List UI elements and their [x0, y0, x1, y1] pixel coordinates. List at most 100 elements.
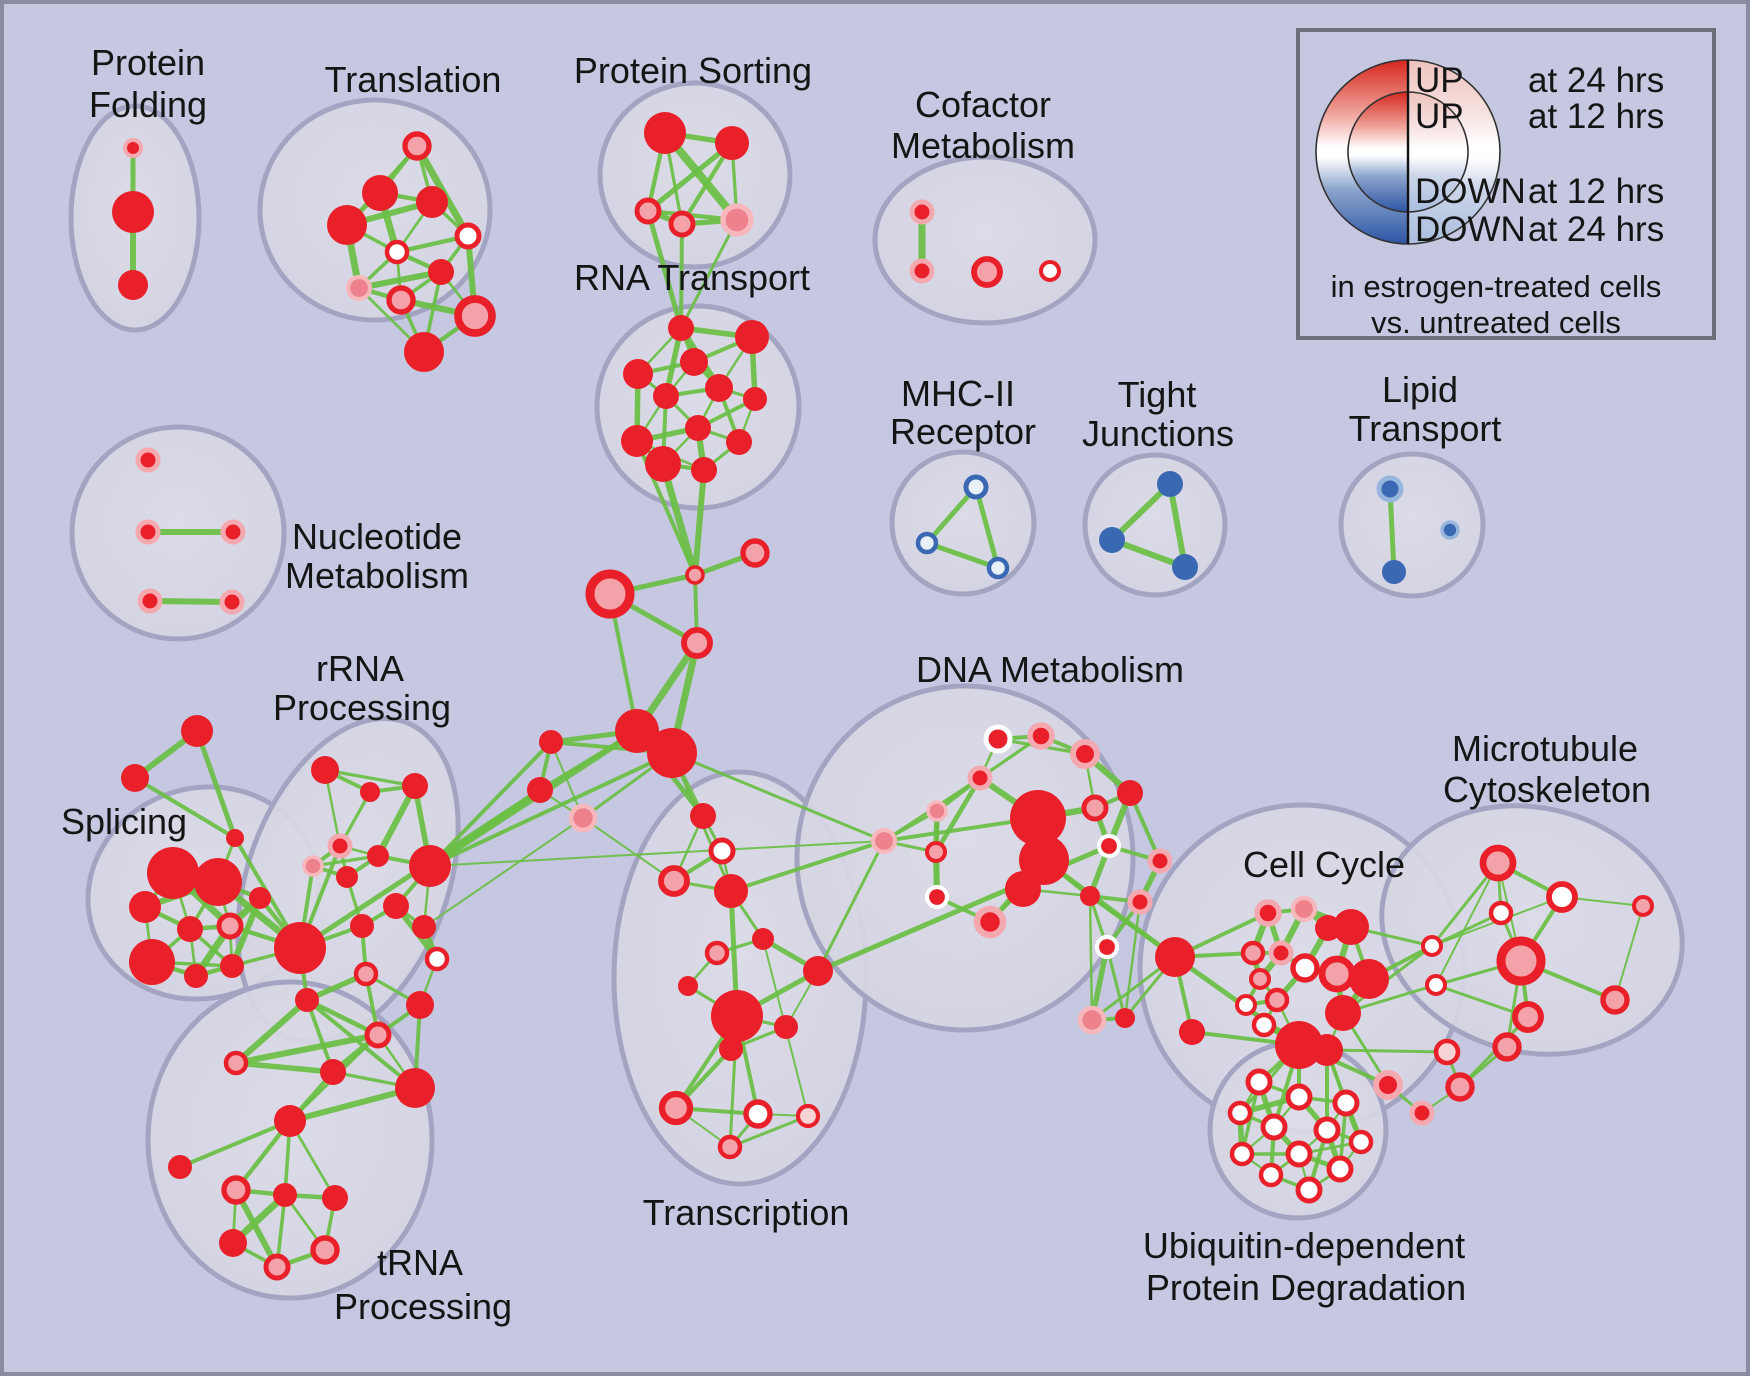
network-node: [711, 990, 763, 1042]
network-node: [406, 991, 434, 1019]
network-node: [295, 988, 319, 1012]
network-node: [302, 855, 324, 877]
node-layer: [112, 112, 1655, 1281]
network-node: [112, 191, 154, 233]
network-node: [1077, 1005, 1107, 1035]
network-node: [274, 922, 326, 974]
network-node: [428, 259, 454, 285]
cluster-label-lipid-transport: Lipid: [1382, 369, 1458, 410]
network-node: [1420, 934, 1444, 958]
cluster-label-translation: Translation: [325, 59, 502, 100]
network-node: [1172, 554, 1198, 580]
network-node: [720, 203, 754, 237]
network-node: [1005, 871, 1041, 907]
cluster-label-ubiquitin: Protein Degradation: [1146, 1267, 1466, 1308]
network-edge: [659, 460, 699, 579]
network-edge: [1387, 486, 1397, 575]
network-edge: [427, 787, 543, 869]
network-node: [924, 884, 950, 910]
network-edge: [428, 751, 674, 868]
network-node: [336, 866, 358, 888]
network-node: [690, 803, 716, 829]
legend-box: [1296, 28, 1716, 340]
network-node: [1260, 1113, 1288, 1141]
network-node: [926, 800, 948, 822]
cluster-label-rna-transport: RNA Transport: [574, 257, 810, 298]
network-node: [658, 865, 690, 897]
network-node: [137, 588, 163, 614]
network-node: [1326, 1155, 1354, 1183]
network-node: [735, 320, 769, 354]
legend-wheel-inner-left: [1348, 92, 1408, 212]
network-edge: [428, 740, 553, 868]
network-node: [615, 709, 659, 753]
network-node: [705, 374, 733, 402]
network-node: [634, 197, 662, 225]
network-edge: [305, 998, 417, 1090]
network-edge: [924, 540, 1001, 571]
network-node: [1433, 1038, 1461, 1066]
network-node: [362, 175, 398, 211]
network-edge: [1435, 862, 1499, 986]
network-node: [1285, 1140, 1313, 1168]
network-node: [678, 976, 698, 996]
network-node: [1117, 780, 1143, 806]
network-edge: [1614, 905, 1644, 1001]
network-node: [123, 138, 143, 158]
network-node: [1251, 1012, 1277, 1038]
network-node: [274, 1105, 306, 1137]
network-node: [454, 222, 482, 250]
legend-wheel-inner-right: [1408, 92, 1468, 212]
network-node: [364, 1021, 392, 1049]
network-node: [1318, 955, 1356, 993]
network-node: [1295, 1176, 1323, 1204]
network-node: [795, 1103, 821, 1129]
cluster-label-protein-folding: Protein: [91, 42, 205, 83]
network-node: [909, 199, 935, 225]
network-edge: [374, 782, 419, 860]
network-node: [915, 531, 939, 555]
network-edge: [1167, 481, 1188, 570]
network-node: [971, 256, 1003, 288]
network-node: [226, 829, 244, 847]
network-node: [1096, 833, 1122, 859]
network-node: [135, 519, 161, 545]
network-node: [1080, 886, 1100, 906]
network-edge: [933, 775, 983, 855]
network-node: [273, 1183, 297, 1207]
network-node: [752, 928, 774, 950]
network-node: [409, 845, 451, 887]
network-node: [1311, 1034, 1343, 1066]
network-node: [740, 538, 770, 568]
network-node: [1038, 259, 1062, 283]
network-node: [1245, 1068, 1273, 1096]
network-node: [216, 912, 244, 940]
cluster-label-tight-junctions: Tight: [1118, 374, 1197, 415]
network-node: [685, 565, 705, 585]
network-node: [568, 803, 598, 833]
network-node: [726, 429, 752, 455]
network-node: [1290, 953, 1320, 983]
network-node: [219, 1229, 247, 1257]
network-node: [118, 270, 148, 300]
network-node: [263, 1253, 291, 1281]
network-edge: [692, 467, 707, 578]
network-node: [1349, 959, 1389, 999]
network-node: [623, 359, 653, 389]
network-node: [1332, 1089, 1360, 1117]
cluster-label-tight-junctions: Junctions: [1082, 413, 1234, 454]
legend-direction-label: UP: [1415, 97, 1464, 136]
network-node: [194, 858, 242, 906]
cluster-label-protein-folding: Folding: [89, 84, 207, 125]
network-node: [803, 956, 833, 986]
network-node: [719, 1037, 743, 1061]
network-node: [1227, 1100, 1253, 1126]
network-edge: [323, 768, 417, 788]
cluster-label-protein-sorting: Protein Sorting: [574, 50, 812, 91]
network-edge: [355, 268, 445, 292]
network-node: [220, 519, 246, 545]
network-node: [924, 840, 948, 864]
network-node: [1240, 940, 1266, 966]
cluster-label-cofactor-metabolism: Cofactor: [915, 84, 1051, 125]
